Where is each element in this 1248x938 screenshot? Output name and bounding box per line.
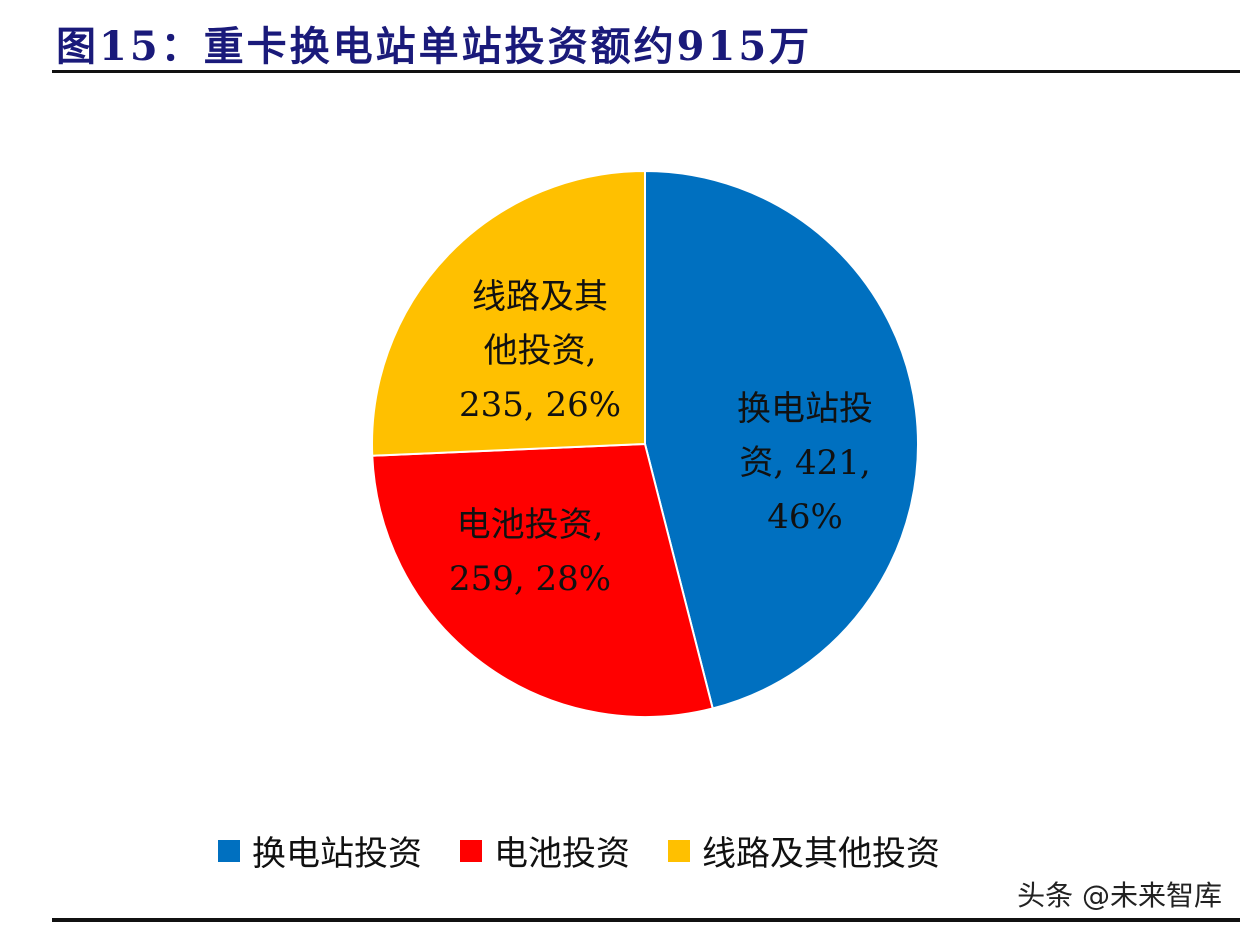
slice-label-2: 线路及其 他投资, 235, 26%	[458, 277, 622, 425]
legend-item-2: 线路及其他投资	[668, 826, 940, 875]
legend-swatch-yellow	[668, 839, 690, 862]
legend-item-0: 换电站投资	[218, 826, 422, 875]
pie-slice-0	[644, 169, 919, 710]
legend-swatch-red	[460, 839, 482, 862]
chart-title: 图15：重卡换电站单站投资额约915万	[56, 23, 813, 70]
title-divider	[52, 70, 1240, 73]
legend-item-1: 电池投资	[460, 826, 630, 875]
pie-slice-1	[371, 442, 714, 718]
legend-swatch-blue	[218, 839, 240, 862]
legend-label: 线路及其他投资	[702, 834, 940, 874]
slice-label-0: 换电站投 资, 421, 46%	[737, 389, 873, 537]
legend-label: 电池投资	[494, 834, 630, 874]
pie-slice-2	[371, 169, 646, 457]
footer-divider	[52, 918, 1240, 922]
watermark: 头条 @未来智库	[1017, 879, 1222, 912]
legend-label: 换电站投资	[252, 834, 422, 874]
legend: 换电站投资 电池投资 线路及其他投资	[218, 826, 940, 875]
slice-label-1: 电池投资, 259, 28%	[448, 505, 612, 599]
